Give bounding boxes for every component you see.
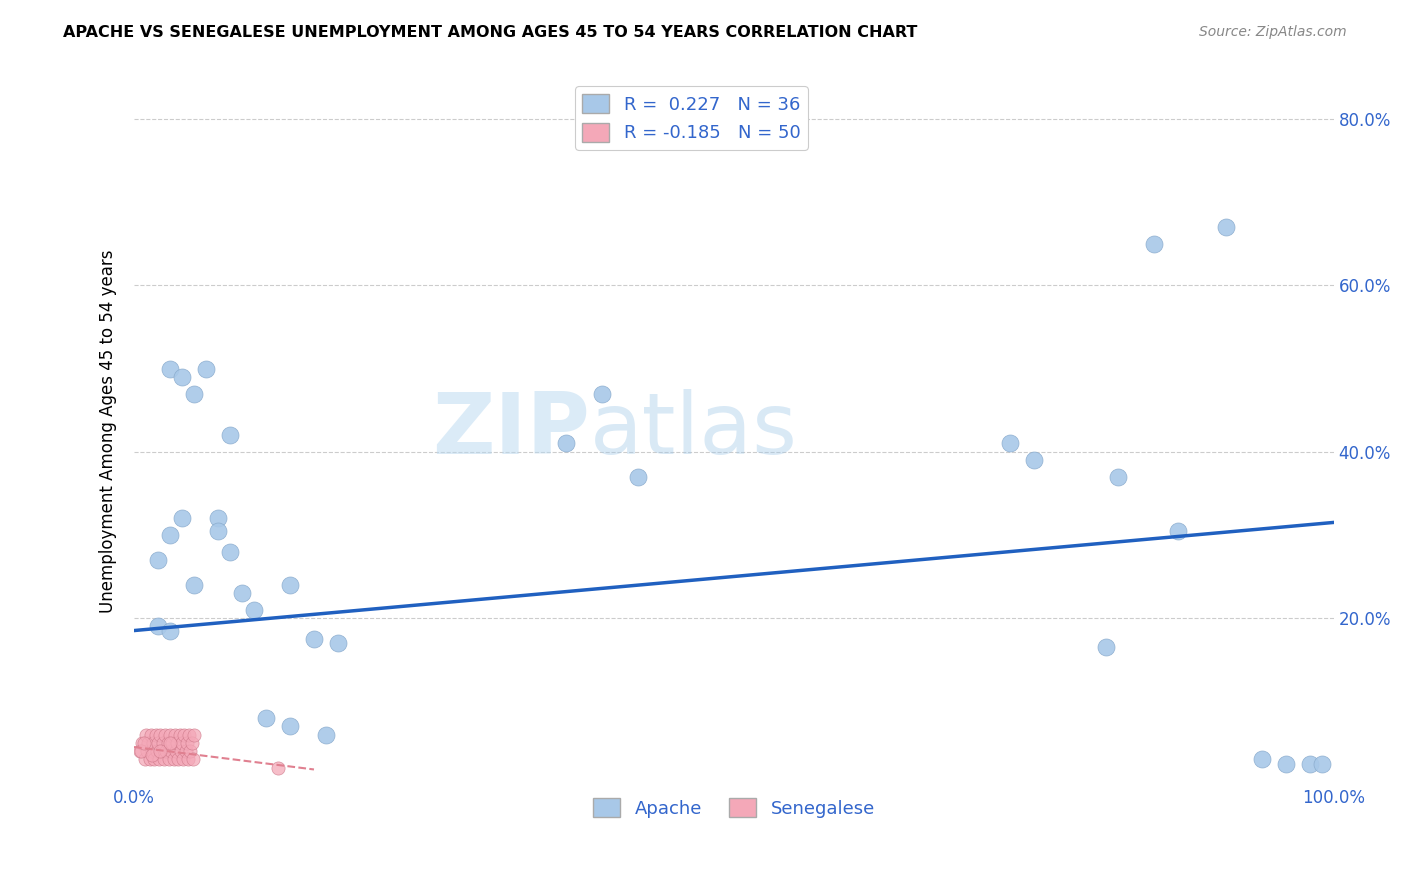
- Point: [181, 752, 204, 766]
- Point: [176, 736, 198, 750]
- Point: [149, 727, 172, 741]
- Point: [315, 727, 337, 741]
- Point: [135, 727, 157, 741]
- Point: [138, 752, 160, 766]
- Point: [998, 436, 1021, 450]
- Point: [207, 511, 229, 525]
- Point: [195, 361, 218, 376]
- Point: [146, 619, 169, 633]
- Point: [152, 736, 174, 750]
- Point: [145, 727, 167, 741]
- Point: [150, 744, 173, 758]
- Point: [627, 469, 650, 483]
- Point: [142, 736, 165, 750]
- Point: [167, 752, 190, 766]
- Point: [146, 736, 169, 750]
- Point: [183, 578, 205, 592]
- Point: [278, 578, 301, 592]
- Point: [267, 761, 290, 775]
- Point: [278, 719, 301, 733]
- Point: [231, 586, 253, 600]
- Point: [591, 386, 613, 401]
- Point: [162, 736, 184, 750]
- Point: [162, 752, 184, 766]
- Point: [141, 748, 163, 763]
- Point: [1310, 756, 1333, 771]
- Point: [155, 744, 177, 758]
- Point: [170, 744, 193, 758]
- Text: ZIP: ZIP: [432, 390, 591, 473]
- Point: [1022, 453, 1045, 467]
- Point: [160, 744, 183, 758]
- Point: [254, 711, 277, 725]
- Point: [243, 603, 266, 617]
- Point: [153, 752, 176, 766]
- Point: [159, 624, 181, 638]
- Text: Source: ZipAtlas.com: Source: ZipAtlas.com: [1199, 25, 1347, 39]
- Point: [159, 736, 181, 750]
- Point: [166, 736, 188, 750]
- Point: [1274, 756, 1296, 771]
- Point: [1094, 640, 1116, 655]
- Point: [183, 386, 205, 401]
- Point: [132, 736, 155, 750]
- Point: [129, 744, 152, 758]
- Point: [155, 727, 177, 741]
- Point: [177, 752, 200, 766]
- Point: [1215, 220, 1237, 235]
- Point: [1107, 469, 1129, 483]
- Point: [170, 736, 193, 750]
- Point: [156, 736, 179, 750]
- Point: [169, 727, 191, 741]
- Point: [148, 752, 170, 766]
- Point: [138, 736, 160, 750]
- Text: APACHE VS SENEGALESE UNEMPLOYMENT AMONG AGES 45 TO 54 YEARS CORRELATION CHART: APACHE VS SENEGALESE UNEMPLOYMENT AMONG …: [63, 25, 918, 40]
- Text: atlas: atlas: [591, 390, 797, 473]
- Point: [170, 370, 193, 384]
- Point: [554, 436, 576, 450]
- Point: [131, 736, 153, 750]
- Point: [179, 744, 201, 758]
- Point: [173, 727, 195, 741]
- Point: [159, 528, 181, 542]
- Point: [136, 744, 159, 758]
- Point: [149, 744, 172, 758]
- Point: [146, 553, 169, 567]
- Point: [159, 727, 181, 741]
- Point: [157, 752, 180, 766]
- Point: [134, 752, 156, 766]
- Point: [219, 428, 242, 442]
- Point: [170, 511, 193, 525]
- Point: [129, 744, 152, 758]
- Point: [183, 727, 205, 741]
- Point: [326, 636, 349, 650]
- Point: [1250, 752, 1272, 766]
- Point: [1143, 236, 1166, 251]
- Legend: Apache, Senegalese: Apache, Senegalese: [586, 790, 882, 825]
- Point: [163, 727, 186, 741]
- Point: [179, 727, 201, 741]
- Point: [146, 744, 169, 758]
- Point: [141, 744, 163, 758]
- Point: [1298, 756, 1320, 771]
- Point: [139, 727, 162, 741]
- Point: [1167, 524, 1189, 538]
- Point: [143, 752, 166, 766]
- Point: [159, 361, 181, 376]
- Y-axis label: Unemployment Among Ages 45 to 54 years: Unemployment Among Ages 45 to 54 years: [100, 249, 117, 613]
- Point: [180, 736, 202, 750]
- Point: [165, 744, 187, 758]
- Point: [172, 752, 194, 766]
- Point: [302, 632, 325, 646]
- Point: [174, 744, 197, 758]
- Point: [219, 544, 242, 558]
- Point: [207, 524, 229, 538]
